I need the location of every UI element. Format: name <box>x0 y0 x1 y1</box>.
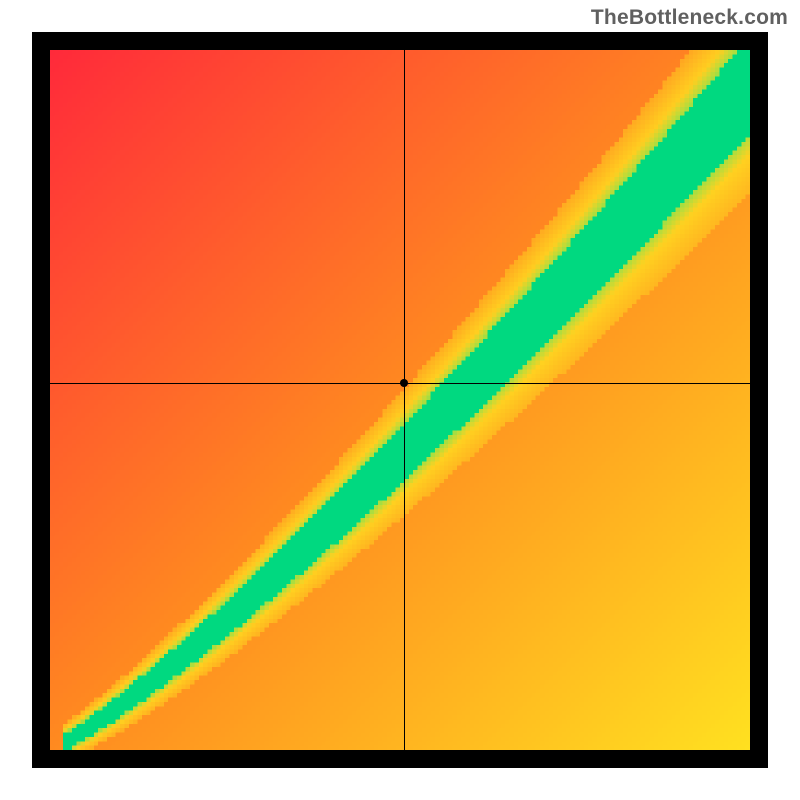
watermark-text: TheBottleneck.com <box>591 6 788 30</box>
chart-container: { "watermark": "TheBottleneck.com", "fra… <box>0 0 800 800</box>
selection-marker <box>400 379 408 387</box>
crosshair-vertical <box>404 50 405 750</box>
bottleneck-heatmap <box>50 50 750 750</box>
